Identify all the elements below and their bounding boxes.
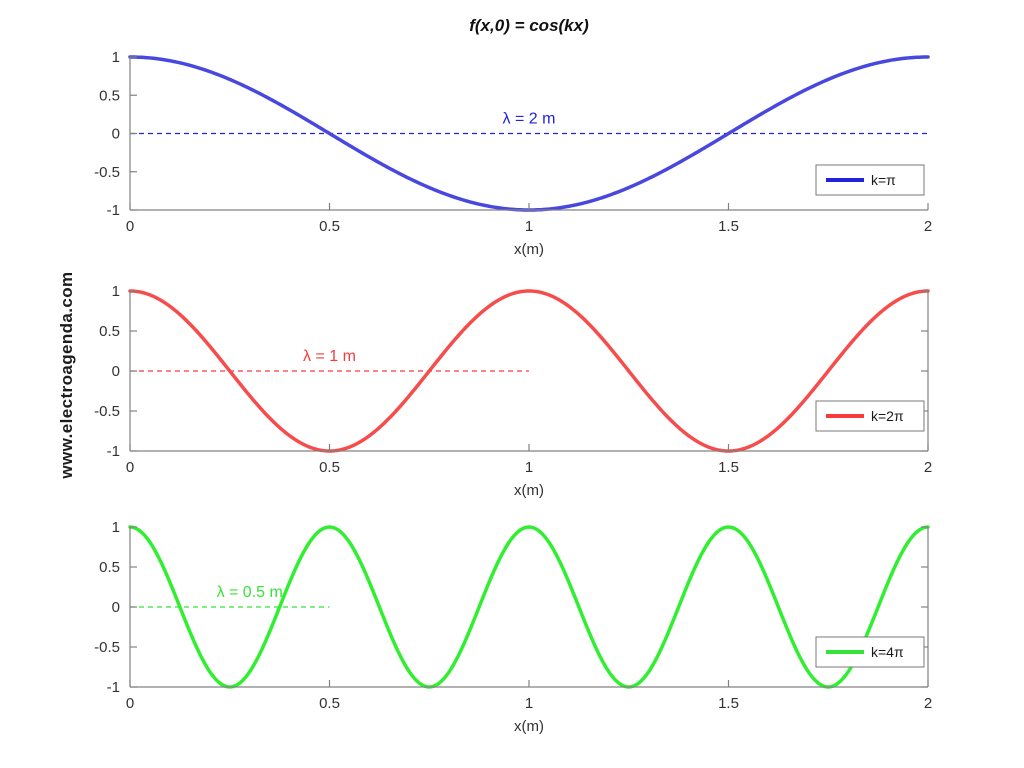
y-tick-label: 0 <box>112 126 120 143</box>
wavelength-annotation: λ = 2 m <box>503 111 556 128</box>
y-tick-label: -1 <box>107 202 120 219</box>
y-tick-label: -0.5 <box>94 164 120 181</box>
legend: k=2π <box>815 400 925 432</box>
x-axis-label: x(m) <box>514 718 544 735</box>
x-tick-label: 2 <box>924 459 932 476</box>
wavelength-annotation: λ = 1 m <box>303 348 356 365</box>
cosine-curve <box>128 289 930 453</box>
y-tick-label: 0 <box>112 599 120 616</box>
y-tick-label: 0.5 <box>99 559 120 576</box>
y-tick-label: -0.5 <box>94 403 120 420</box>
x-axis-label: x(m) <box>514 482 544 499</box>
y-tick-label: 1 <box>112 519 120 536</box>
legend-label: k=π <box>871 172 896 188</box>
y-tick-label: 0 <box>112 363 120 380</box>
x-tick-label: 1 <box>525 459 533 476</box>
legend-label: k=4π <box>871 644 904 660</box>
y-tick-label: 0.5 <box>99 323 120 340</box>
y-tick-label: 1 <box>112 49 120 66</box>
x-tick-label: 2 <box>924 218 932 235</box>
cosine-curve <box>128 525 930 689</box>
x-tick-label: 1.5 <box>718 218 739 235</box>
x-tick-label: 0.5 <box>319 459 340 476</box>
x-tick-label: 1 <box>525 695 533 712</box>
legend-label: k=2π <box>871 408 904 424</box>
x-tick-label: 1 <box>525 218 533 235</box>
y-tick-label: -1 <box>107 443 120 460</box>
x-tick-label: 2 <box>924 695 932 712</box>
subplot-2: -1 -0.5 0 0.5 1 0 0.5 1 1.5 2 x(m) λ = 1 m k=2π <box>94 283 932 499</box>
x-tick-label: 0 <box>126 695 134 712</box>
y-tick-label: 0.5 <box>99 87 120 104</box>
subplot-1: -1 -0.5 0 0.5 1 0 0.5 1 1.5 2 x(m) λ = 2 m k=π <box>94 49 932 258</box>
figure-title: f(x,0) = cos(kx) <box>469 16 589 35</box>
x-tick-label: 0.5 <box>319 695 340 712</box>
x-tick-label: 0 <box>126 459 134 476</box>
legend: k=4π <box>815 636 925 668</box>
y-tick-label: -1 <box>107 679 120 696</box>
y-tick-label: 1 <box>112 283 120 300</box>
x-tick-label: 0.5 <box>319 218 340 235</box>
x-tick-label: 1.5 <box>718 695 739 712</box>
legend: k=π <box>815 164 925 196</box>
subplot-3: -1 -0.5 0 0.5 1 0 0.5 1 1.5 2 x(m) λ = 0.5 m k=4π <box>94 519 932 735</box>
x-axis-label: x(m) <box>514 241 544 258</box>
x-tick-label: 0 <box>126 218 134 235</box>
wavelength-annotation: λ = 0.5 m <box>217 584 283 601</box>
y-tick-label: -0.5 <box>94 639 120 656</box>
x-tick-label: 1.5 <box>718 459 739 476</box>
